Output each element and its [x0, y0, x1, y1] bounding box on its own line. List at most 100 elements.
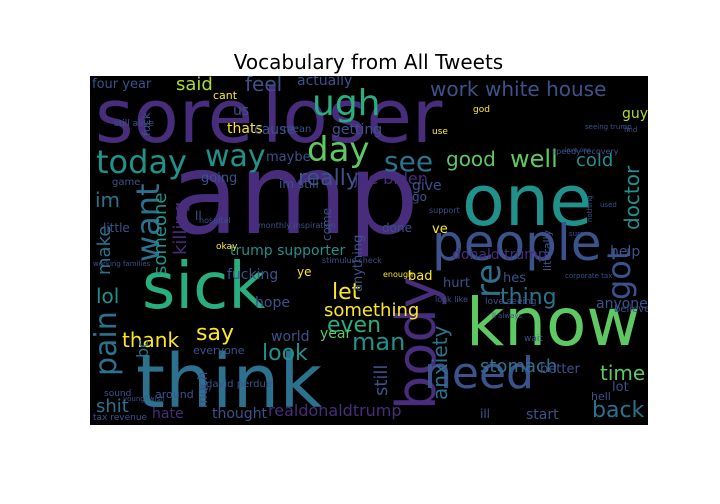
cloud-word: thats [227, 121, 263, 137]
cloud-word: hope [255, 295, 290, 311]
cloud-word: working families [93, 260, 151, 268]
chart-title: Vocabulary from All Tweets [233, 50, 504, 74]
cloud-word: see [384, 145, 434, 178]
cloud-word: help [610, 244, 641, 260]
cloud-word: im still [279, 177, 319, 191]
cloud-word: even [327, 313, 382, 338]
cloud-word: back [592, 398, 645, 423]
cloud-word: need [424, 348, 534, 399]
cloud-word: trump supporter [230, 243, 346, 259]
cloud-word: use [432, 127, 448, 137]
cloud-word: lol [96, 284, 120, 308]
cloud-word: maybe [266, 150, 311, 165]
cloud-word: thing [500, 285, 557, 310]
cloud-word: us [233, 103, 250, 119]
cloud-word: anyone [596, 296, 648, 312]
cloud-word: amp [170, 130, 419, 260]
cloud-word: im [95, 188, 121, 212]
cloud-word: killing [170, 201, 191, 255]
cloud-word: ugh [312, 83, 381, 124]
cloud-word: done [382, 221, 412, 235]
cloud-word: seeing trump [585, 123, 632, 131]
cloud-word: ve [432, 222, 448, 237]
cloud-word: ill [480, 407, 491, 421]
cloud-word: work [430, 77, 479, 101]
cloud-word: hospital [199, 216, 231, 225]
cloud-word: world [271, 329, 310, 345]
cloud-word: give [412, 178, 442, 194]
cloud-word: something [324, 300, 420, 321]
cloud-word: ll [195, 209, 202, 223]
cloud-word: going [201, 171, 238, 186]
cloud-word: good [446, 147, 496, 171]
cloud-word: youngi wish [123, 395, 165, 403]
cloud-word: bc [133, 339, 152, 358]
cloud-word: nothing [586, 195, 594, 222]
cloud-word: time [600, 361, 646, 385]
cloud-word: actually [297, 76, 353, 89]
cloud-word: well [510, 145, 558, 173]
cloud-word: love one [565, 147, 591, 154]
cloud-word: used [600, 201, 617, 209]
cloud-word: little [103, 221, 130, 235]
cloud-word: believe [614, 304, 648, 315]
cloud-word: one [462, 160, 593, 242]
cloud-word: still [371, 364, 392, 396]
cloud-word: okay [216, 242, 238, 252]
cloud-word: look like [435, 295, 468, 304]
cloud-word: people [432, 214, 602, 272]
cloud-word: literally [541, 229, 554, 271]
cloud-word: stimulus check [322, 256, 382, 265]
cloud-word: still alive [114, 119, 154, 129]
cloud-word: sound [104, 389, 132, 399]
cloud-word: find [624, 126, 638, 134]
cloud-word: four year [92, 77, 152, 92]
cloud-word: say [196, 321, 234, 346]
cloud-word: everyone [193, 344, 245, 357]
cloud-word: ll always [492, 312, 523, 320]
cloud-word: hurt [443, 276, 470, 291]
cloud-word: donald trump [452, 247, 547, 263]
cloud-word: joe biden [354, 169, 428, 188]
cloud-word: know [466, 284, 641, 361]
cloud-word: realdonaldtrump [268, 401, 402, 420]
cloud-word: mean [283, 124, 312, 135]
cloud-word: hes [503, 271, 527, 286]
cloud-word: play [199, 385, 212, 392]
cloud-word: pain [90, 311, 124, 376]
cloud-word: bad [408, 269, 433, 284]
cloud-word: tax revenue [93, 413, 148, 423]
cloud-word: cant [213, 89, 238, 102]
cloud-word: today [96, 143, 187, 181]
cloud-word: lot [612, 380, 629, 395]
cloud-word: around [155, 388, 194, 401]
cloud-word: hell [591, 390, 611, 403]
cloud-word: sure [569, 230, 585, 238]
cloud-word: fucking [227, 267, 279, 283]
cloud-word: monthly inspiration [258, 221, 336, 230]
word-cloud: amp sore loser one know think sick people body ne… [90, 76, 648, 425]
cloud-word: enough [383, 270, 414, 279]
cloud-word: let [332, 280, 361, 305]
cloud-word: game [112, 177, 141, 188]
cloud-word: sick [142, 250, 266, 324]
cloud-word: day [307, 130, 370, 170]
cloud-word: think [136, 339, 323, 425]
cloud-word: white house [485, 77, 607, 101]
cloud-word: love seeing [485, 297, 537, 307]
cloud-word: really [298, 166, 359, 191]
cloud-word: wait [524, 334, 543, 344]
cloud-word: said [176, 76, 213, 95]
cloud-word: getting [332, 122, 383, 138]
cloud-word: guy [622, 106, 648, 122]
cloud-word: doctor [620, 165, 644, 230]
cloud-word: someone [150, 192, 171, 276]
cloud-word: start [526, 407, 559, 423]
cloud-word: look [262, 341, 308, 366]
cloud-word: sore [95, 76, 254, 160]
cloud-word: thought [212, 406, 268, 422]
cloud-word: david perdue [206, 379, 272, 390]
cloud-word: loser [262, 76, 443, 160]
cloud-word: hate [152, 406, 184, 422]
cloud-word: better [540, 362, 580, 377]
